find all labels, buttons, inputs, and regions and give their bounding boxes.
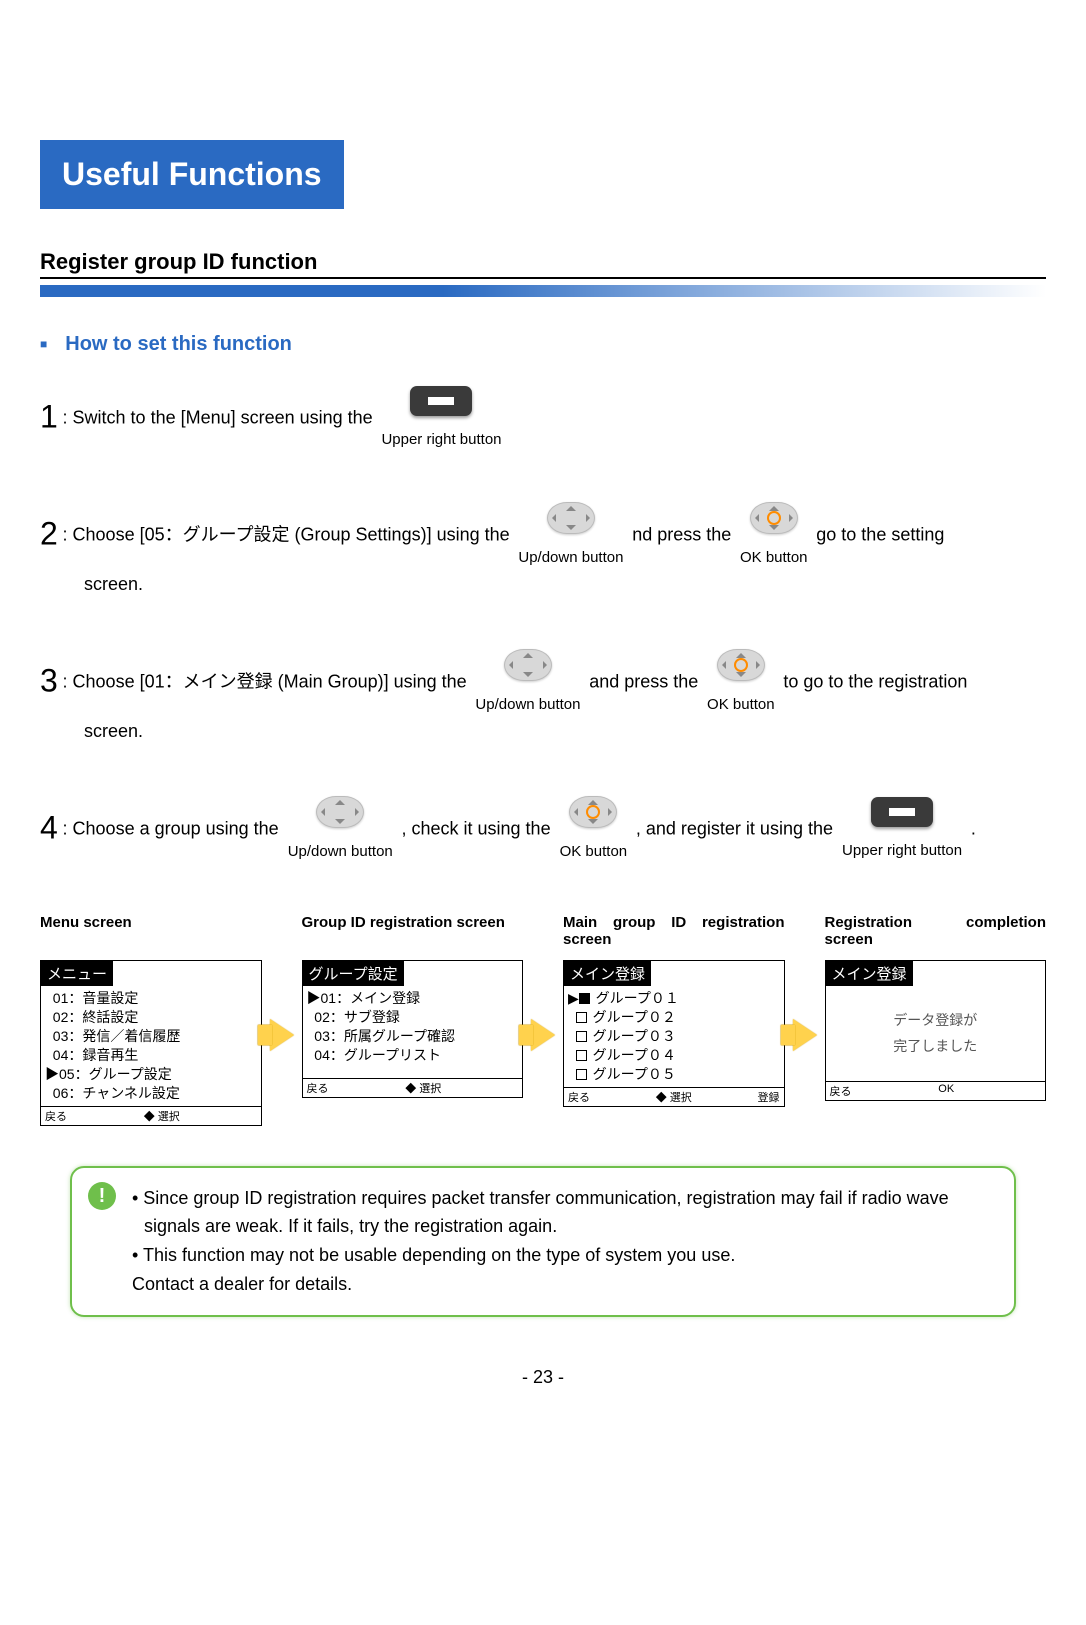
section-title: Register group ID function (40, 249, 1046, 279)
softkey-right: 登録 (758, 1089, 780, 1105)
note-box: ! • Since group ID registration requires… (70, 1166, 1016, 1317)
screen-title: Group ID registration screen (302, 914, 524, 954)
list-item: 02：終話設定 (45, 1008, 257, 1027)
phone-list: ▶ グループ０１ グループ０２ グループ０３ グループ０４ グループ０５ (564, 986, 784, 1086)
button-label: OK button (707, 693, 775, 717)
step-text: , and register it using the (636, 819, 838, 839)
button-label: Upper right button (381, 428, 501, 452)
ok-button-icon (569, 796, 617, 828)
step-2: 2 : Choose [05：グループ設定 (Group Settings)] … (40, 502, 1046, 599)
softkey-mid: ◆ 選択 (67, 1108, 257, 1124)
softkey-mid: OK (852, 1083, 1042, 1099)
phone-list: 01：音量設定02：終話設定03：発信／着信履歴04：録音再生05：グループ設定… (41, 986, 261, 1105)
step-text: . (971, 819, 976, 839)
step-text-indent: screen. (84, 717, 1046, 746)
step-number: 2 (40, 516, 58, 552)
list-item: 06：チャンネル設定 (45, 1084, 257, 1103)
screen-complete: Registration completion screen メイン登録 データ… (825, 914, 1047, 1100)
upper-right-button-icon (410, 386, 472, 416)
msg-line: データ登録が (830, 1008, 1042, 1033)
phone-header: メイン登録 (826, 961, 913, 986)
section-underline (40, 285, 1046, 297)
softkey-left: 戻る (45, 1108, 67, 1124)
upper-right-button-icon (871, 797, 933, 827)
ok-button-icon (717, 649, 765, 681)
phone-header: メイン登録 (564, 961, 651, 986)
list-item: 01：メイン登録 (307, 989, 519, 1008)
screen-title: Main group ID registration screen (563, 914, 785, 954)
screen-group-reg: Group ID registration screen グループ設定 01：メ… (302, 914, 524, 1098)
msg-line: 完了しました (830, 1034, 1042, 1059)
step-text: : Choose [05：グループ設定 (Group Settings)] us… (63, 525, 510, 545)
list-item: 03：所属グループ確認 (307, 1027, 519, 1046)
button-label: OK button (740, 546, 808, 570)
list-item: 05：グループ設定 (45, 1065, 257, 1084)
step-text: and press the (589, 672, 698, 692)
ok-button-icon (750, 502, 798, 534)
button-label: OK button (560, 840, 628, 864)
step-text: go to the setting (816, 525, 944, 545)
screens-row: Menu screen メニュー 01：音量設定02：終話設定03：発信／着信履… (40, 914, 1046, 1125)
list-item: グループ０５ (568, 1065, 780, 1084)
screen-main-reg: Main group ID registration screen メイン登録 … (563, 914, 785, 1106)
step-text-indent: screen. (84, 570, 1046, 599)
note-line: • This function may not be usable depend… (132, 1241, 994, 1270)
step-number: 4 (40, 810, 58, 846)
list-item: 04：グループリスト (307, 1046, 519, 1065)
step-1: 1 : Switch to the [Menu] screen using th… (40, 386, 1046, 452)
checkbox-icon (576, 1050, 587, 1061)
softkey-mid: ◆ 選択 (590, 1089, 758, 1105)
phone-list: 01：メイン登録02：サブ登録03：所属グループ確認04：グループリスト (303, 986, 523, 1078)
arrow-icon (793, 989, 817, 1051)
step-text: : Switch to the [Menu] screen using the (63, 408, 373, 428)
list-item: グループ０２ (568, 1008, 780, 1027)
list-item: 03：発信／着信履歴 (45, 1027, 257, 1046)
phone-message: データ登録が 完了しました (826, 986, 1046, 1080)
step-4: 4 : Choose a group using the Up/down but… (40, 796, 1046, 864)
button-label: Up/down button (288, 840, 393, 864)
updown-button-icon (316, 796, 364, 828)
step-text: to go to the registration (783, 672, 967, 692)
step-text: : Choose [01：メイン登録 (Main Group)] using t… (63, 672, 467, 692)
step-text: : Choose a group using the (63, 819, 284, 839)
list-item: グループ０４ (568, 1046, 780, 1065)
button-label: Upper right button (842, 839, 962, 863)
phone-header: メニュー (41, 961, 113, 986)
button-label: Up/down button (475, 693, 580, 717)
phone-header: グループ設定 (303, 961, 404, 986)
updown-button-icon (504, 649, 552, 681)
screen-title: Registration completion screen (825, 914, 1047, 954)
alert-icon: ! (88, 1182, 116, 1210)
softkey-left: 戻る (568, 1089, 590, 1105)
button-label: Up/down button (518, 546, 623, 570)
list-item: 01：音量設定 (45, 989, 257, 1008)
list-item: ▶ グループ０１ (568, 989, 780, 1008)
note-line: • Since group ID registration requires p… (132, 1184, 994, 1242)
softkey-mid: ◆ 選択 (329, 1080, 519, 1096)
softkey-left: 戻る (830, 1083, 852, 1099)
page-number: - 23 - (40, 1367, 1046, 1388)
step-number: 3 (40, 663, 58, 699)
checkbox-icon (576, 1069, 587, 1080)
step-3: 3 : Choose [01：メイン登録 (Main Group)] using… (40, 649, 1046, 746)
softkey-left: 戻る (307, 1080, 329, 1096)
list-item: 04：録音再生 (45, 1046, 257, 1065)
step-text: , check it using the (402, 819, 556, 839)
updown-button-icon (547, 502, 595, 534)
step-number: 1 (40, 399, 58, 435)
checkbox-icon (579, 993, 590, 1004)
note-line: Contact a dealer for details. (132, 1270, 994, 1299)
screen-title: Menu screen (40, 914, 262, 954)
howto-heading: How to set this function (40, 333, 1046, 356)
checkbox-icon (576, 1012, 587, 1023)
list-item: 02：サブ登録 (307, 1008, 519, 1027)
step-text: nd press the (632, 525, 731, 545)
list-item: グループ０３ (568, 1027, 780, 1046)
arrow-icon (531, 989, 555, 1051)
screen-menu: Menu screen メニュー 01：音量設定02：終話設定03：発信／着信履… (40, 914, 262, 1125)
checkbox-icon (576, 1031, 587, 1042)
chapter-title: Useful Functions (40, 140, 344, 209)
arrow-icon (270, 989, 294, 1051)
